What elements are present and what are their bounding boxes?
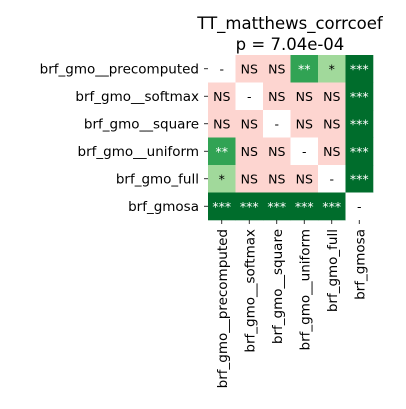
cell-label: *** [350,61,369,76]
cell-label: NS [213,116,230,131]
heatmap-cell [345,137,374,166]
heatmap-cell [318,82,346,111]
cell-label: *** [240,199,259,214]
cell-label: * [329,61,335,76]
heatmap-cell [235,137,264,166]
cell-label: NS [296,116,313,131]
cell-label: *** [350,171,369,186]
heatmap-cell [208,82,236,111]
cell-label: *** [212,199,231,214]
heatmap-cell [208,192,236,221]
column-tick-label: brf_gmo__uniform [297,229,313,350]
cell-label: - [329,171,334,186]
cell-label: - [357,199,362,214]
cell-label: NS [296,89,313,104]
heatmap-cell [318,192,346,221]
cell-label: *** [267,199,286,214]
cell-label: NS [268,89,285,104]
row-tick-label: brf_gmo__precomputed [40,61,199,77]
heatmap-cell [235,55,264,83]
heatmap-cell [345,82,374,111]
cell-label: NS [323,89,340,104]
heatmap-cell [318,137,346,166]
row-tick-label: brf_gmo__softmax [75,89,199,105]
cell-label: NS [323,144,340,159]
cell-label: - [219,61,224,76]
column-tick-label: brf_gmo_full [325,229,341,312]
cell-label: NS [241,144,258,159]
heatmap-cells: - NS NS ** * ***NS - NS NS NS ***NS NS - NS NS ***** NS N… [208,55,374,221]
cell-label: NS [268,61,285,76]
cell-label: NS [268,144,285,159]
row-tick-label: brf_gmo__uniform [78,144,199,160]
cell-label: NS [241,61,258,76]
heatmap-cell [263,165,291,193]
cell-label: *** [295,199,314,214]
column-tick-label: brf_gmo__precomputed [215,229,231,388]
row-tick-label: brf_gmosa [128,199,199,215]
heatmap-cell [235,165,264,193]
row-tick-labels: brf_gmo__precomputed brf_gmo__softmax brf_… [40,61,208,215]
cell-label: - [302,144,307,159]
heatmap-cell [290,82,319,111]
heatmap-cell [290,192,319,221]
heatmap-cell [235,192,264,221]
cell-label: NS [213,89,230,104]
heatmap-cell [290,137,319,166]
heatmap-cell [318,110,346,138]
cell-label: NS [323,116,340,131]
cell-label: * [219,171,225,186]
column-tick-label: brf_gmosa [352,229,368,300]
cell-label: *** [322,199,341,214]
heatmap-cell [208,137,236,166]
cell-label: *** [350,89,369,104]
heatmap-cell [318,55,346,83]
cell-label: NS [268,171,285,186]
heatmap-cell [208,165,236,193]
heatmap-cell [263,110,291,138]
cell-label: - [247,89,252,104]
heatmap-cell [263,55,291,83]
heatmap-cell [263,137,291,166]
heatmap-cell [235,82,264,111]
heatmap-cell [345,55,374,83]
cell-label: NS [241,171,258,186]
heatmap-cell [345,165,374,193]
cell-label: ** [216,144,229,159]
cell-label: *** [350,144,369,159]
cell-label: NS [296,171,313,186]
heatmap-cell [208,110,236,138]
heatmap-cell [263,82,291,111]
heatmap-cell [290,110,319,138]
row-tick-label: brf_gmo_full [116,171,199,187]
cell-label: - [274,116,279,131]
cell-label: NS [241,116,258,131]
heatmap-cell [263,192,291,221]
chart-title: TT_matthews_corrcoef [196,14,384,34]
heatmap-cell [208,55,236,83]
heatmap-cell [318,165,346,193]
column-tick-label: brf_gmo__softmax [242,229,258,353]
heatmap-cell [290,165,319,193]
row-tick-label: brf_gmo__square [84,116,199,132]
column-tick-labels: brf_gmo__precomputed brf_gmo__softmax brf_… [215,220,368,388]
cell-label: ** [298,61,311,76]
cell-label: *** [350,116,369,131]
heatmap-cell [290,55,319,83]
heatmap-cell [235,110,264,138]
chart-subtitle: p = 7.04e-04 [236,35,345,54]
heatmap-cell [345,110,374,138]
column-tick-label: brf_gmo__square [270,229,286,344]
heatmap-cell [345,192,374,221]
